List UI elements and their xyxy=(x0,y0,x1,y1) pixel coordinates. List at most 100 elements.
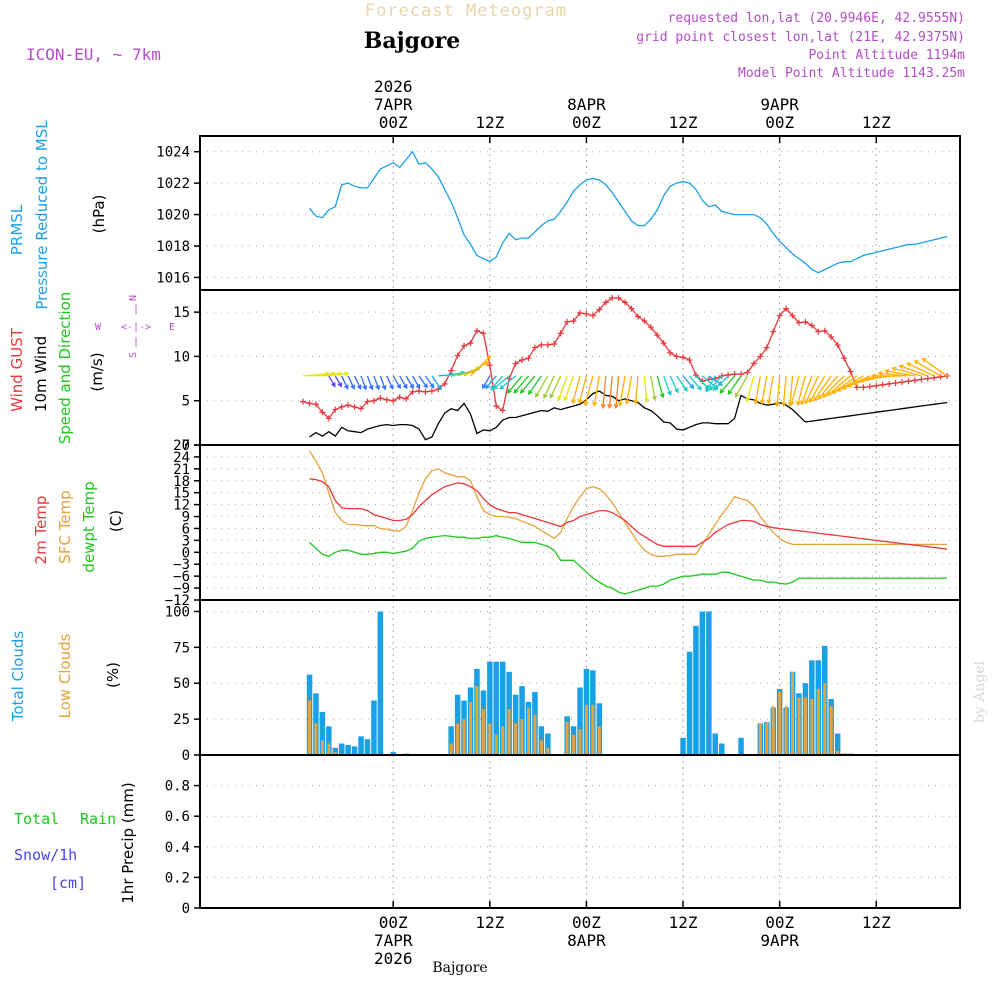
wind-direction-arrow xyxy=(608,375,613,408)
total-cloud-bar xyxy=(364,739,371,755)
tick-label-y-pressure: 1022 xyxy=(156,176,190,192)
wind-direction-arrowhead xyxy=(429,383,435,389)
tick-layer: 10161018102010221024051015−12−9−6−303691… xyxy=(156,77,891,968)
low-cloud-bar xyxy=(333,752,337,755)
wind-direction-arrow xyxy=(405,375,414,389)
wind-10m-label: 10m Wind xyxy=(32,336,50,412)
compass-south: S xyxy=(128,352,139,358)
wind-direction-arrowhead xyxy=(519,388,525,394)
wind-direction-arrow xyxy=(619,375,626,406)
wind-direction-arrow xyxy=(513,375,529,394)
temp-sfc-label: SFC Temp xyxy=(56,490,74,563)
tick-label-y-wind: 0 xyxy=(182,438,190,454)
wind-direction-arrowhead xyxy=(600,403,606,410)
tick-label-y-clouds: 100 xyxy=(165,604,190,620)
temp-dewpoint-line xyxy=(309,534,948,595)
wind-direction-arrowhead xyxy=(789,400,795,407)
wind-direction-arrow xyxy=(353,375,362,389)
tick-label-y-wind: 15 xyxy=(173,305,190,321)
wind-direction-arrowhead xyxy=(697,385,702,391)
time-label-top: 00Z xyxy=(765,113,794,132)
wind-direction-arrowhead xyxy=(852,380,858,386)
tick-label-y-temperature: 27 xyxy=(173,438,190,454)
wind-gust-marker xyxy=(873,382,880,389)
wind-gust-marker xyxy=(944,372,951,379)
wind-direction-arrow xyxy=(878,372,909,377)
wind-gust-marker xyxy=(795,319,802,326)
wind-gust-marker xyxy=(551,341,558,348)
wind-direction-arrowhead xyxy=(396,383,401,390)
tick-label-y-clouds: 75 xyxy=(173,640,190,656)
wind-direction-arrowhead xyxy=(921,357,927,363)
wind-direction-arrow xyxy=(734,375,749,398)
compass-north-stem: | xyxy=(133,304,139,315)
wind-direction-arrow xyxy=(392,375,401,389)
wind-gust-marker xyxy=(667,349,674,356)
wind-direction-arrow xyxy=(470,355,491,377)
wind-gust-marker xyxy=(660,340,667,347)
low-cloud-bar xyxy=(462,719,466,755)
wind-direction-arrowhead xyxy=(753,399,759,405)
wind-direction-arrowhead xyxy=(577,398,583,405)
wind-direction-arrowhead xyxy=(913,360,919,365)
wind-direction-arrow xyxy=(809,375,826,403)
total-clouds-label: Total Clouds xyxy=(9,631,27,723)
wind-gust-marker xyxy=(564,318,571,325)
wind-direction-arrow xyxy=(543,375,555,398)
wind-direction-arrowhead xyxy=(689,384,695,390)
low-cloud-bar xyxy=(494,734,498,755)
time-label-bottom: 00Z xyxy=(379,913,408,932)
wind-gust-marker xyxy=(319,409,326,416)
wind-direction-arrow xyxy=(827,375,851,396)
wind-direction-arrow xyxy=(761,375,768,404)
low-cloud-bar xyxy=(597,726,601,755)
wind-direction-arrow xyxy=(805,375,819,404)
pressure-labels: PRMSL Pressure Reduced to MSL (hPa) xyxy=(8,120,108,310)
wind-direction-arrow xyxy=(746,375,755,402)
tick-label-y-pressure: 1024 xyxy=(156,145,190,161)
wind-direction-arrow xyxy=(399,375,408,389)
clouds-unit-label: (%) xyxy=(104,662,122,688)
wind-direction-arrowhead xyxy=(507,388,512,394)
low-clouds-label: Low Clouds xyxy=(56,633,74,718)
total-cloud-bar xyxy=(339,743,345,755)
grid-point-coords: grid point closest lon,lat (21E, 42.9375… xyxy=(636,30,965,45)
wind-gust-marker xyxy=(718,372,725,379)
wind-direction-arrow xyxy=(347,375,355,389)
wind-direction-arrowhead xyxy=(759,399,765,405)
low-cloud-bar xyxy=(584,704,588,755)
low-cloud-bar xyxy=(501,726,505,755)
time-label-top: 2026 xyxy=(374,77,413,96)
wind-direction-arrowhead xyxy=(766,399,772,405)
time-label-bottom: 8APR xyxy=(567,931,606,950)
wind-direction-arrowhead xyxy=(643,397,649,404)
wind-labels: Wind GUST 10m Wind Speed and Direction (… xyxy=(8,292,175,445)
wind-gust-marker xyxy=(622,299,629,306)
low-cloud-bar xyxy=(758,723,762,755)
tick-label-y-pressure: 1020 xyxy=(156,208,190,224)
wind-gust-marker xyxy=(583,310,590,317)
wind-direction-arrowhead xyxy=(884,368,890,374)
total-cloud-bar xyxy=(545,733,551,755)
compass-north: N xyxy=(128,295,139,301)
wind-direction-arrowhead xyxy=(821,393,827,399)
wind-direction-arrowhead xyxy=(846,382,853,388)
tick-label-y-temperature: 21 xyxy=(173,462,190,478)
low-cloud-bar xyxy=(771,706,775,755)
wind-direction-arrow xyxy=(328,375,336,387)
wind-direction-arrowhead xyxy=(513,388,519,394)
wind-gust-marker xyxy=(641,318,648,324)
wind-direction-arrow xyxy=(549,375,562,398)
total-cloud-bar xyxy=(377,611,384,755)
wind-direction-arrowhead xyxy=(817,394,823,400)
wind-direction-arrow xyxy=(797,375,807,406)
total-cloud-bar xyxy=(500,661,506,755)
wind-direction-arrowhead xyxy=(709,385,715,391)
wind-direction-arrow xyxy=(813,375,832,401)
wind-gust-marker xyxy=(692,372,699,379)
wind-direction-arrowhead xyxy=(864,375,870,381)
tick-label-y-temperature: 12 xyxy=(173,498,190,514)
wind-direction-arrow xyxy=(485,375,497,389)
wind-gust-marker xyxy=(300,398,307,405)
low-cloud-bar xyxy=(514,723,518,755)
